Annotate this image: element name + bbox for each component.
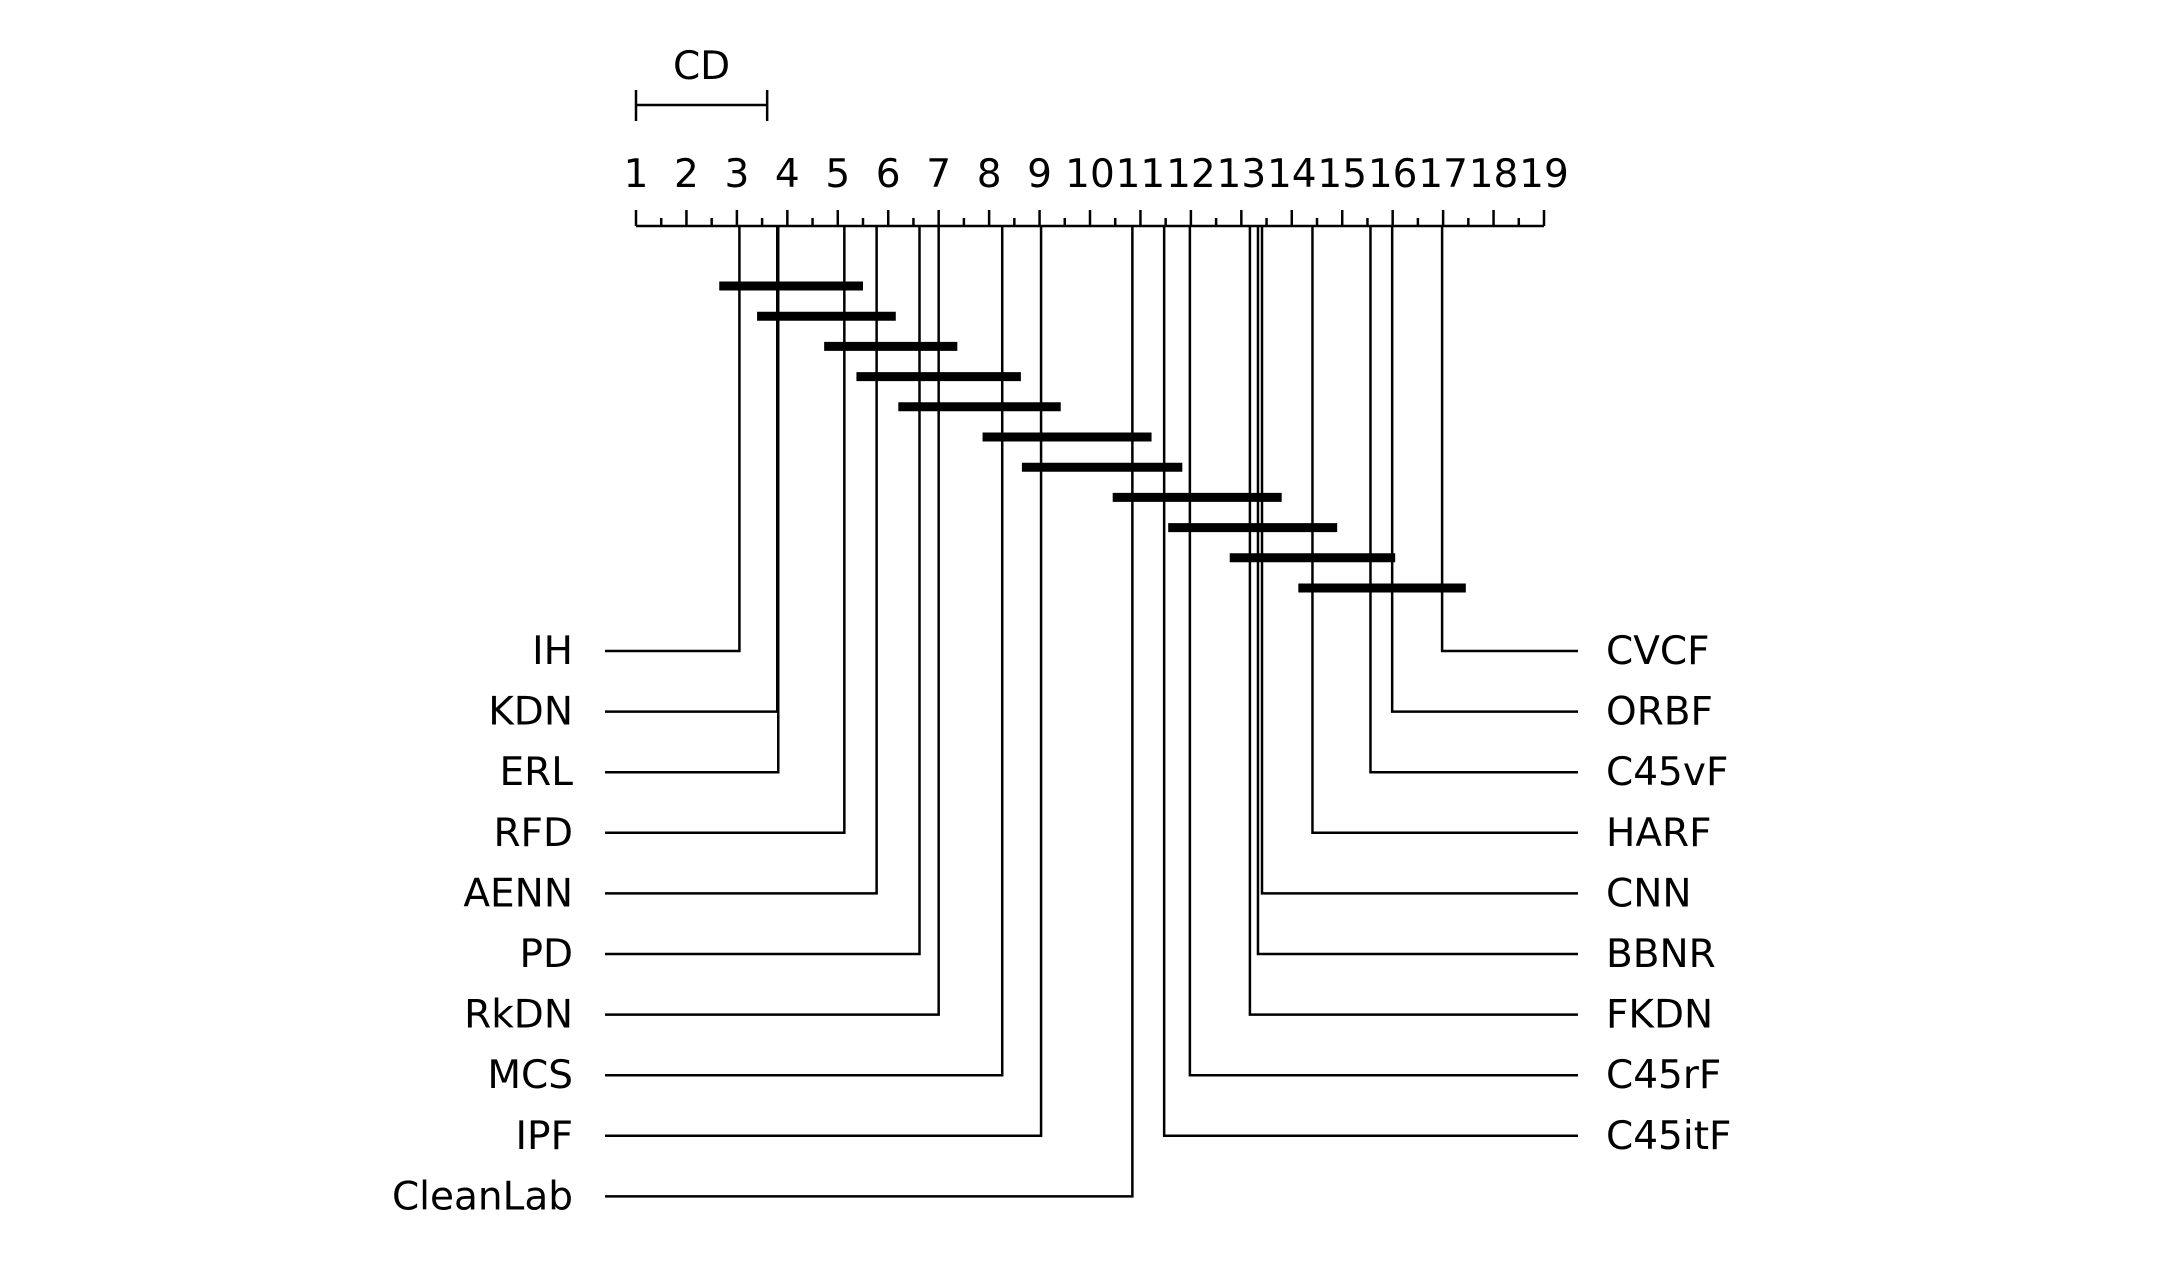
method-line: [605, 226, 846, 835]
method-label: HARF: [1606, 811, 1712, 856]
tick-label: 6: [876, 152, 901, 197]
method-line: [605, 226, 779, 713]
cd-bar-group: CD: [634, 44, 769, 121]
method-label: C45rF: [1606, 1053, 1721, 1098]
method-label: IPF: [516, 1114, 573, 1159]
method-label: CleanLab: [392, 1174, 573, 1219]
tick-label: 13: [1217, 152, 1267, 197]
tick-label: 1: [624, 152, 649, 197]
method-label: MCS: [487, 1053, 573, 1098]
method-label: RkDN: [464, 993, 573, 1038]
method-line: [605, 226, 1004, 1077]
method-line: [605, 226, 1043, 1138]
method-line: [1162, 226, 1578, 1138]
method-line: [605, 226, 741, 653]
method-label: AENN: [463, 871, 573, 916]
method-line: [605, 226, 921, 956]
tick-label: 4: [775, 152, 800, 197]
tick-label: 2: [674, 152, 699, 197]
method-label: RFD: [493, 811, 573, 856]
tick-label: 9: [1027, 152, 1052, 197]
method-line: [1248, 226, 1578, 1016]
axis-tick-labels: 1 2 3 4 5 6 7 8 9 10 11 12 13 14 15 16 17 18 19: [624, 152, 1569, 197]
method-label: C45vF: [1606, 750, 1728, 795]
tick-label: 16: [1368, 152, 1418, 197]
method-label: FKDN: [1606, 993, 1713, 1038]
tick-label: 17: [1418, 152, 1468, 197]
tick-label: 14: [1267, 152, 1317, 197]
tick-label: 11: [1116, 152, 1166, 197]
cd-label: CD: [673, 44, 730, 89]
tick-label: 8: [977, 152, 1002, 197]
tick-label: 15: [1317, 152, 1367, 197]
method-line: [1440, 226, 1578, 653]
method-line: [605, 226, 1134, 1198]
method-line: [1369, 226, 1578, 774]
tick-label: 5: [825, 152, 850, 197]
method-label: IH: [532, 629, 573, 674]
method-label: CVCF: [1606, 629, 1710, 674]
tick-label: 18: [1469, 152, 1519, 197]
method-line: [1390, 226, 1578, 713]
axis-ticks: [634, 210, 1546, 226]
tick-label: 7: [926, 152, 951, 197]
method-label: KDN: [488, 690, 573, 735]
method-label: C45itF: [1606, 1114, 1731, 1159]
method-line: [605, 226, 940, 1016]
method-line: [1256, 226, 1578, 956]
tick-label: 12: [1166, 152, 1216, 197]
tick-label: 19: [1519, 152, 1569, 197]
method-line: [605, 226, 780, 774]
method-line: [1188, 226, 1578, 1077]
method-label: ORBF: [1606, 690, 1713, 735]
method-line: [1260, 226, 1578, 895]
method-label: ERL: [500, 750, 574, 795]
method-label: PD: [519, 932, 573, 977]
method-label: BBNR: [1606, 932, 1716, 977]
method-line: [605, 226, 878, 895]
tick-label: 3: [724, 152, 749, 197]
clique-bars: [719, 281, 1466, 593]
tick-label: 10: [1065, 152, 1115, 197]
method-label: CNN: [1606, 871, 1692, 916]
method-lines: IH KDN ERL RFD AENN PD RkDN MCS IPF CleanLab CVCF O…: [392, 226, 1731, 1219]
method-line: [1311, 226, 1578, 835]
